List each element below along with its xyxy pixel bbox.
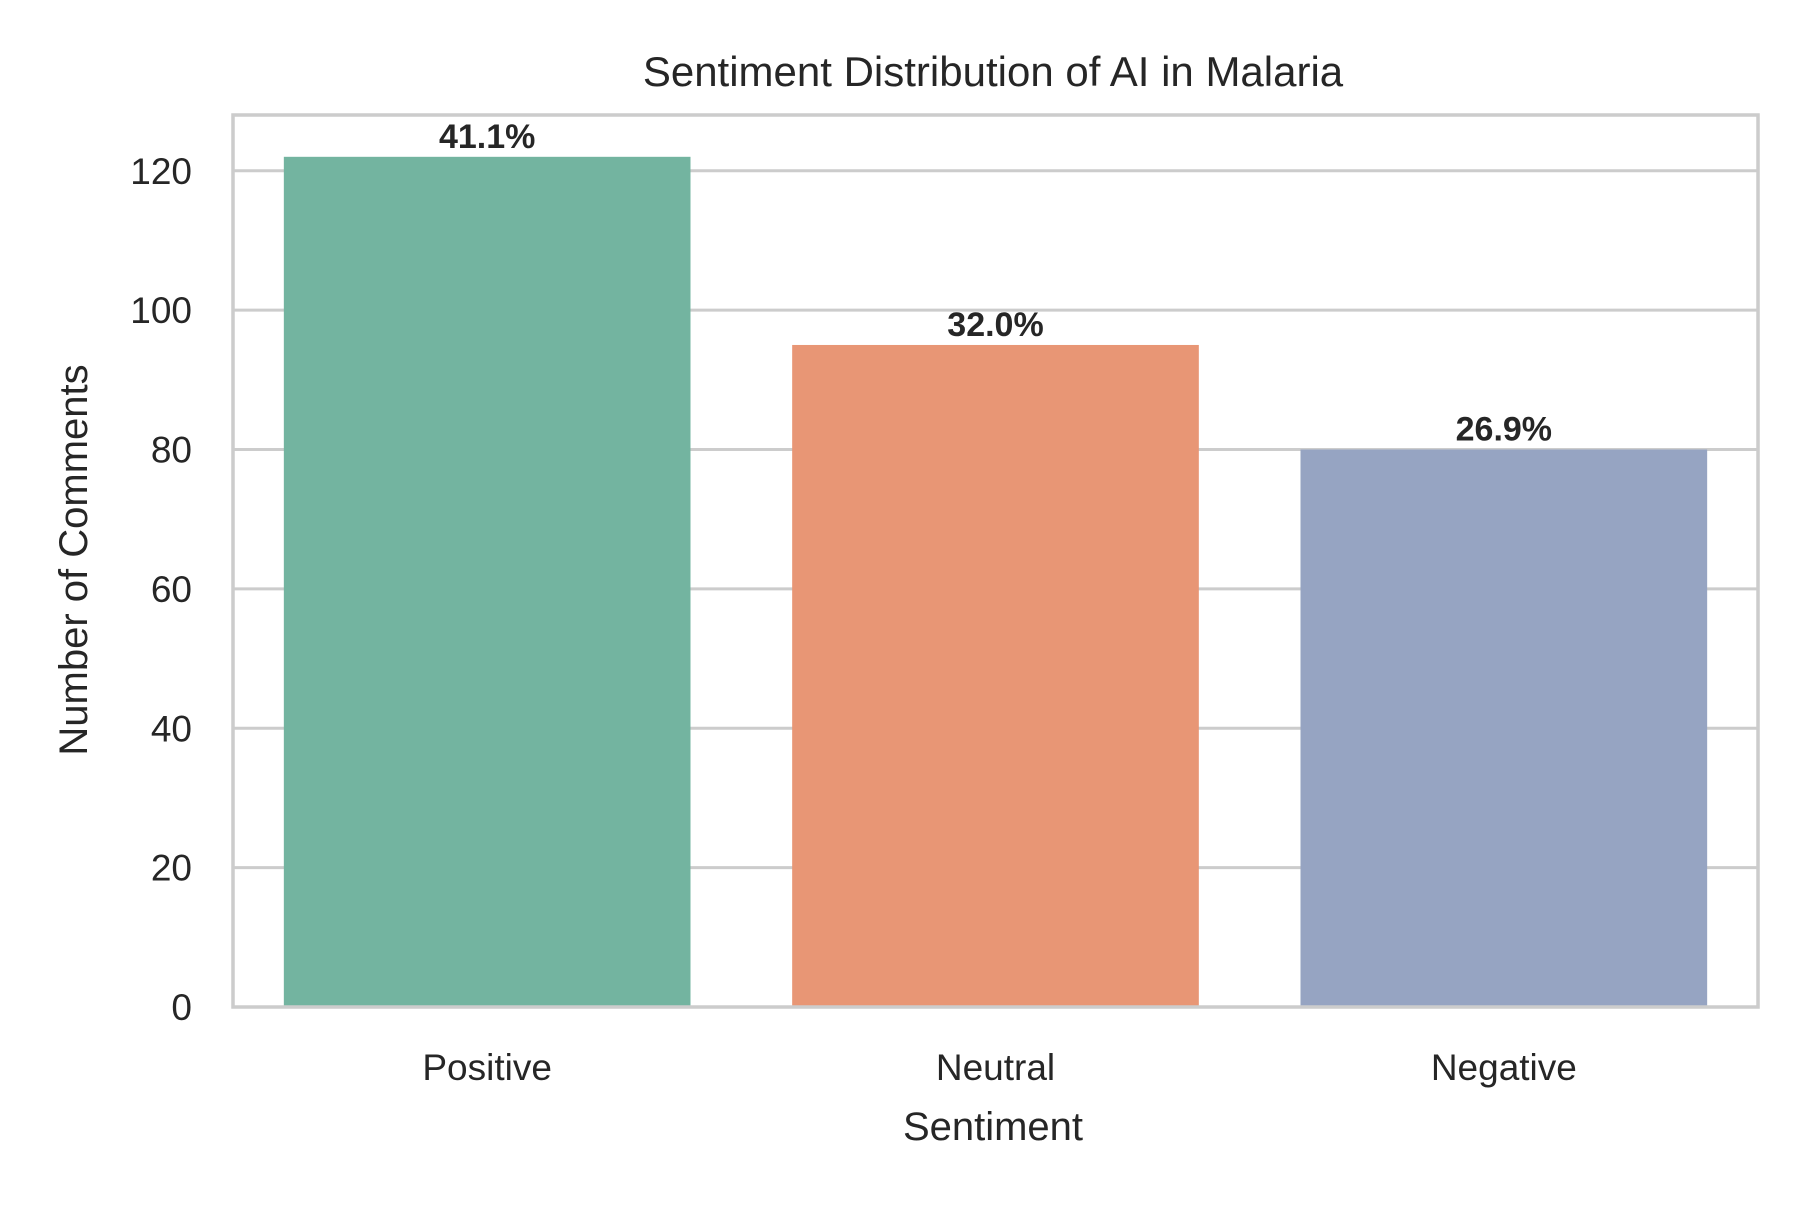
y-tick-label: 60 [151,569,192,610]
x-tick-label: Positive [422,1047,552,1088]
plot-frame [231,113,1760,1009]
bar-positive [283,156,691,1007]
data-label: 26.9% [1456,411,1552,449]
frame-layer [231,113,1760,1009]
y-tick-label: 20 [151,848,192,889]
y-tick-label: 0 [171,987,192,1028]
y-tick-label: 120 [130,151,192,192]
y-axis-label: Number of Comments [52,364,96,755]
bar-neutral [792,344,1199,1007]
data-label: 32.0% [947,306,1043,344]
labels-layer: 41.1% 32.0% 26.9% [439,118,1552,449]
x-tick-label: Neutral [936,1047,1055,1088]
ticks-layer: 0 20 40 60 80 100 120 Positive Neutral Negative [130,151,1577,1088]
y-tick-label: 100 [130,290,192,331]
y-tick-label: 40 [151,708,192,749]
bars-layer [283,156,1708,1007]
data-label: 41.1% [439,118,535,156]
x-tick-label: Negative [1431,1047,1577,1088]
x-axis-label: Sentiment [903,1105,1083,1149]
y-tick-label: 80 [151,430,192,471]
bar-negative [1300,449,1708,1007]
chart-title: Sentiment Distribution of AI in Malaria [643,48,1344,95]
